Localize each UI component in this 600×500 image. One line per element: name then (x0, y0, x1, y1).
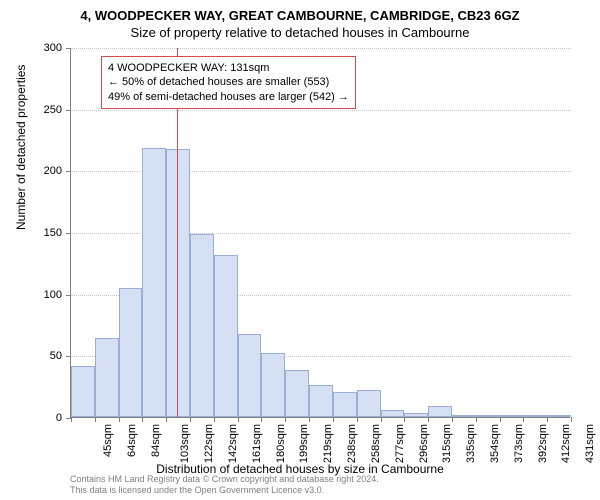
xtick-label: 84sqm (150, 424, 162, 457)
xtick-label: 142sqm (227, 424, 239, 463)
xtick-label: 373sqm (513, 424, 525, 463)
xtick-label: 315sqm (441, 424, 453, 463)
histogram-bar (166, 149, 190, 417)
xtick-label: 296sqm (418, 424, 430, 463)
xtick-label: 161sqm (251, 424, 263, 463)
xtick-mark (523, 417, 524, 422)
xtick-mark (476, 417, 477, 422)
ytick-label: 200 (22, 165, 62, 177)
histogram-bar (119, 288, 143, 418)
histogram-bar (309, 385, 333, 417)
xtick-label: 354sqm (489, 424, 501, 463)
xtick-mark (309, 417, 310, 422)
xtick-label: 64sqm (126, 424, 138, 457)
xtick-label: 431sqm (584, 424, 596, 463)
chart-plot-area: 05010015020025030045sqm64sqm84sqm103sqm1… (70, 48, 570, 418)
histogram-bar (214, 255, 238, 417)
histogram-bar (238, 334, 262, 417)
histogram-bar (357, 390, 381, 417)
ytick-label: 0 (22, 412, 62, 424)
credits-line2: This data is licensed under the Open Gov… (70, 485, 379, 496)
xtick-mark (142, 417, 143, 422)
histogram-bar (452, 415, 476, 417)
ytick-label: 100 (22, 289, 62, 301)
histogram-bar (333, 392, 357, 417)
xtick-mark (95, 417, 96, 422)
xtick-mark (238, 417, 239, 422)
xtick-mark (166, 417, 167, 422)
chart-title-address: 4, WOODPECKER WAY, GREAT CAMBOURNE, CAMB… (0, 8, 600, 23)
histogram-bar (428, 406, 452, 417)
plot-region: 05010015020025030045sqm64sqm84sqm103sqm1… (70, 48, 570, 418)
ytick-mark (66, 295, 71, 296)
xtick-label: 219sqm (322, 424, 334, 463)
gridline (71, 110, 571, 111)
histogram-bar (285, 370, 309, 417)
ytick-mark (66, 233, 71, 234)
xtick-label: 412sqm (561, 424, 573, 463)
xtick-mark (547, 417, 548, 422)
xtick-mark (333, 417, 334, 422)
histogram-bar (142, 148, 166, 417)
xtick-mark (452, 417, 453, 422)
histogram-bar (95, 338, 119, 417)
xtick-label: 45sqm (102, 424, 114, 457)
ytick-mark (66, 110, 71, 111)
histogram-bar (500, 415, 524, 417)
ytick-label: 150 (22, 227, 62, 239)
xtick-mark (571, 417, 572, 422)
gridline (71, 48, 571, 49)
ytick-mark (66, 356, 71, 357)
xtick-label: 103sqm (180, 424, 192, 463)
xtick-mark (357, 417, 358, 422)
xtick-label: 180sqm (275, 424, 287, 463)
xtick-mark (404, 417, 405, 422)
xtick-label: 392sqm (537, 424, 549, 463)
xtick-mark (500, 417, 501, 422)
xtick-mark (381, 417, 382, 422)
xtick-label: 277sqm (394, 424, 406, 463)
xtick-label: 122sqm (203, 424, 215, 463)
xtick-mark (119, 417, 120, 422)
xtick-label: 238sqm (346, 424, 358, 463)
xtick-mark (71, 417, 72, 422)
xtick-mark (285, 417, 286, 422)
histogram-bar (71, 366, 95, 417)
ytick-label: 50 (22, 350, 62, 362)
histogram-bar (476, 415, 500, 417)
xtick-mark (428, 417, 429, 422)
credits-text: Contains HM Land Registry data © Crown c… (70, 474, 379, 496)
xtick-label: 258sqm (370, 424, 382, 463)
annotation-box: 4 WOODPECKER WAY: 131sqm← 50% of detache… (101, 56, 356, 109)
annotation-line1: 4 WOODPECKER WAY: 131sqm (108, 61, 349, 75)
histogram-bar (381, 410, 405, 417)
chart-subtitle: Size of property relative to detached ho… (0, 25, 600, 40)
y-axis-label: Number of detached properties (14, 65, 28, 230)
annotation-line2: ← 50% of detached houses are smaller (55… (108, 75, 349, 89)
ytick-mark (66, 171, 71, 172)
histogram-bar (404, 413, 428, 417)
xtick-label: 199sqm (299, 424, 311, 463)
ytick-label: 300 (22, 42, 62, 54)
ytick-label: 250 (22, 104, 62, 116)
histogram-bar (190, 234, 214, 417)
histogram-bar (261, 353, 285, 417)
xtick-mark (190, 417, 191, 422)
histogram-bar (523, 415, 547, 417)
credits-line1: Contains HM Land Registry data © Crown c… (70, 474, 379, 485)
histogram-bar (547, 415, 571, 417)
ytick-mark (66, 48, 71, 49)
xtick-label: 335sqm (465, 424, 477, 463)
annotation-line3: 49% of semi-detached houses are larger (… (108, 90, 349, 104)
xtick-mark (261, 417, 262, 422)
xtick-mark (214, 417, 215, 422)
